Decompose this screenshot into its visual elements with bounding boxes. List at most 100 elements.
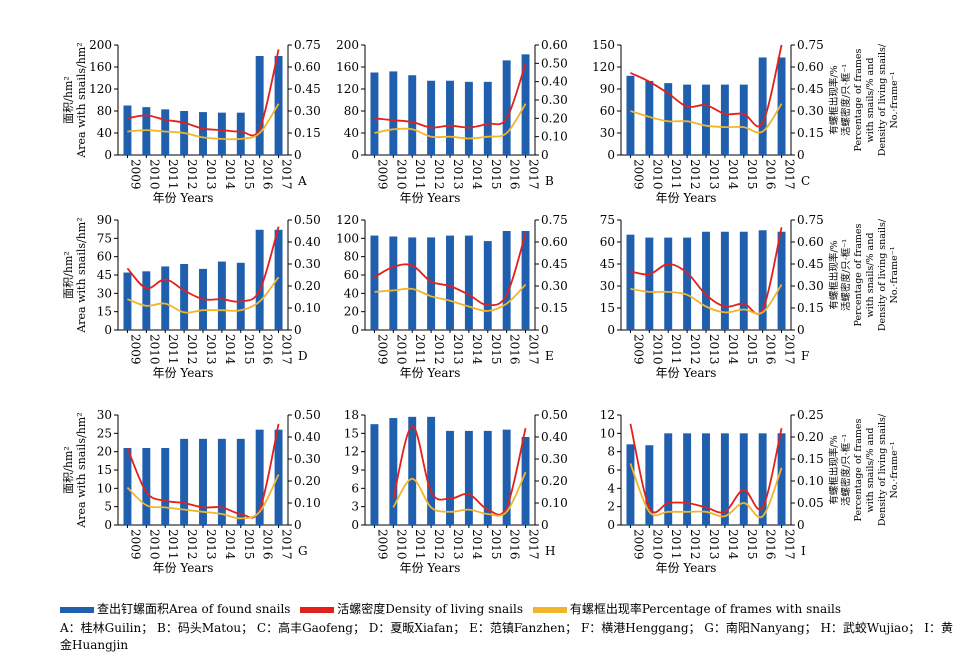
panel-g-y-tick-label: 10 [97,481,112,495]
panel-i-bar [720,433,729,525]
panel-g-ylabel-en: Area with snails/hm² [75,412,88,528]
panel-i-density-line [629,423,783,514]
panel-e-y-tick-label: 100 [336,231,359,245]
panel-f-x-tick-label: 2013 [707,334,721,365]
panel-g-y-tick-label: 5 [104,500,112,514]
panel-c-x-tick-label: 2010 [650,159,664,190]
panel-d-y2-tick-label: 0.20 [294,279,321,293]
panel-g-percentage-line [126,473,280,520]
panel-i-percentage-line [629,463,783,519]
panel-d-bar [142,271,151,330]
panel-c-bar [777,57,786,155]
panel-g-bar [123,448,132,525]
panel-b-y2-tick-label: 0.50 [541,56,568,70]
panel-d-x-tick-label: 2010 [147,334,161,365]
panel-d-y2-tick-label: 0.40 [294,235,321,249]
panel-d-x-tick-label: 2016 [261,334,275,365]
panel-d-y2-tick-label: 0 [294,323,302,337]
panel-h-x-tick-label: 2009 [375,529,389,560]
panel-h-x-tick-label: 2015 [489,529,503,560]
panel-e-bar [446,235,454,330]
panel-b-bar [408,75,417,155]
panel-f-y-tick-label: 30 [600,279,615,293]
panel-i-bar [626,444,635,525]
panel-d-x-tick-label: 2013 [204,334,218,365]
panel-b-bar [370,72,379,155]
panel-i-bar [664,433,673,525]
panel-f-bar [645,237,654,330]
panel-g-bar [199,438,207,525]
panel-d-ylabel-cn: 面积/hm² [62,251,75,299]
panel-i-y-tick-label: 2 [607,500,615,514]
panel-d-bar [180,264,189,330]
panel-a-panel-letter: A [297,174,307,188]
panel-b-y-tick-label: 200 [336,38,359,52]
panel-d-density-line [126,226,280,303]
panel-a-bar [236,112,245,155]
panel-b-bar [427,80,436,155]
panel-f-y2-tick-label: 0.30 [797,279,824,293]
panel-g-y2-tick-label: 0.30 [294,452,321,466]
panel-c-xlabel: 年份 Years [656,191,717,205]
panel-h-panel-letter: H [545,544,555,558]
panel-i-x-tick-label: 2012 [688,529,702,560]
legend: 查出钉螺面积Area of found snails 活螺密度Density o… [60,600,960,617]
panel-b-bar [464,81,473,155]
panel-a-x-tick-label: 2013 [204,159,218,190]
panel-d-x-tick-label: 2015 [242,334,256,365]
panel-a-bar [123,105,132,155]
panel-i-y2-tick-label: 0 [797,518,805,532]
panel-g-bar [161,448,170,525]
panel-f-bar [702,231,710,330]
panel-d-bar [217,261,226,330]
panel-e-density-line [373,232,527,307]
panel-g-y-tick-label: 25 [97,426,112,440]
panel-f-x-tick-label: 2011 [669,334,683,365]
panel-f-y2label-line: with snails/% and [865,233,876,318]
legend-swatch-percentage [532,606,567,613]
panel-e-y2-tick-label: 0.45 [541,257,568,271]
panel-a-x-tick-label: 2010 [147,159,161,190]
panel-h-x-tick-label: 2017 [527,529,541,560]
panel-b-x-tick-label: 2010 [394,159,408,190]
panel-g-y2-tick-label: 0.40 [294,430,321,444]
panel-d-y2-tick-label: 0.10 [294,301,321,315]
panel-i-bar [702,433,710,525]
panel-d-y-tick-label: 60 [97,250,112,264]
panel-g-x-tick-label: 2012 [185,529,199,560]
legend-label-density: 活螺密度Density of living snails [337,602,524,616]
panel-d-x-tick-label: 2012 [185,334,199,365]
panel-b-y-tick-label: 160 [336,60,359,74]
panel-c-y2-tick-label: 0.45 [797,82,824,96]
panel-c-y2label-line: Density of living snails/ [877,43,888,156]
panel-e-x-tick-label: 2010 [394,334,408,365]
panel-f-x-tick-label: 2010 [650,334,664,365]
legend-item-density: 活螺密度Density of living snails [300,600,523,617]
panel-d-y2-tick-label: 0.30 [294,257,321,271]
panel-c-y2label-line: No.·frame⁻¹ [889,71,900,128]
panel-e-x-tick-label: 2012 [432,334,446,365]
panel-b-x-tick-label: 2016 [508,159,522,190]
panel-c-x-tick-label: 2013 [707,159,721,190]
panel-c-x-tick-label: 2015 [745,159,759,190]
panel-a-y2-tick-label: 0.30 [294,104,321,118]
panel-g-x-tick-label: 2011 [166,529,180,560]
panel-e-bar [464,235,473,330]
panel-h-bar [389,418,398,525]
panel-d-y-tick-label: 90 [97,213,112,227]
panel-g-x-tick-label: 2009 [128,529,142,560]
panel-d-x-tick-label: 2009 [128,334,142,365]
panel-b-y2-tick-label: 0.30 [541,93,568,107]
panel-i-bar [777,433,786,525]
panel-c-bar [739,84,748,155]
panel-g-y-tick-label: 0 [104,518,112,532]
panel-c-y-tick-label: 0 [607,148,615,162]
panel-c-bar [702,84,710,155]
panel-g-y-tick-label: 30 [97,408,112,422]
panel-e-x-tick-label: 2011 [413,334,427,365]
panel-b-x-tick-label: 2011 [413,159,427,190]
panel-i-y2-tick-label: 0.25 [797,408,824,422]
panel-c-bar [720,84,729,155]
panel-d-bar [236,262,245,330]
panel-f-y2label-line: No.·frame⁻¹ [889,246,900,303]
